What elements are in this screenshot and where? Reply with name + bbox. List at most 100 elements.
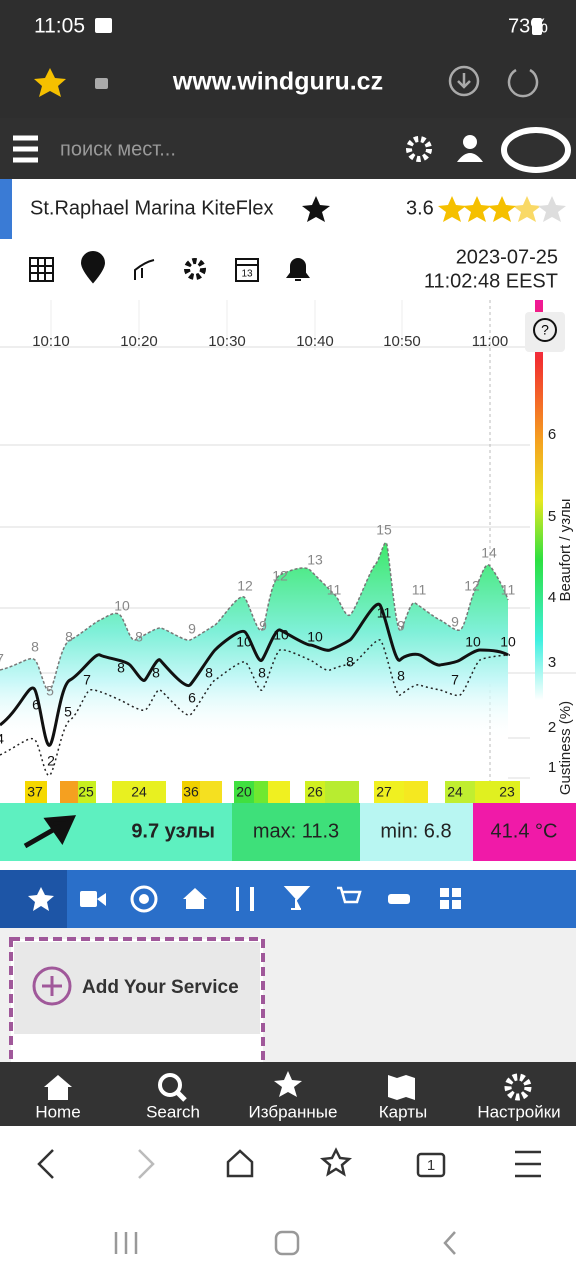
gust-label: 9 [397,618,405,634]
plus [42,976,62,996]
gust-label: 9 [259,618,267,634]
beaufort-scale [535,300,543,700]
date: 2023-07-25 [456,246,558,268]
station-fav[interactable] [302,196,330,222]
toolbar [29,251,310,284]
browser-bar [0,1126,576,1280]
mean-label: 7 [83,672,91,688]
beaufort-tick: 4 [548,589,556,606]
nav-label[interactable]: Избранные [249,1102,338,1121]
gust-label: 11 [501,582,516,598]
beaufort-tick: 5 [548,508,556,525]
search-input[interactable]: поиск мест... [60,138,176,160]
help-button[interactable] [525,312,565,352]
mean-label: 6 [32,697,40,713]
mean-label: 8 [258,665,266,681]
gust-label: 11 [412,582,427,598]
gustiness-cell [305,781,325,803]
gust-label: 15 [376,522,392,538]
time-label: 10:50 [383,333,421,350]
gustiness-cell [60,781,78,803]
gust-label: 12 [237,578,253,594]
gustiness-label: 26 [307,784,323,800]
mean-label: 10 [273,627,289,643]
calendar-day: 13 [241,269,253,280]
speed-box [0,803,232,861]
speed: 9.7 узлы [131,820,215,842]
lull-line [0,639,511,776]
nav-label[interactable]: Search [146,1102,200,1121]
tab-count: 1 [427,1157,435,1174]
gustiness-cell [254,781,268,803]
mean-label: 8 [117,660,125,676]
beaufort-tick: 2 [548,719,556,736]
gustiness-cell [234,781,254,803]
mean-label: 10 [465,634,481,650]
reload-icon[interactable] [507,68,539,98]
help-circle [533,318,557,342]
gustiness-cell [268,781,290,803]
gustiness-cell [200,781,222,803]
top-bar [0,0,576,118]
gustiness-cell [78,781,96,803]
fav-star[interactable] [34,68,66,97]
max-box [232,803,360,861]
gustiness-label: 36 [183,784,199,800]
nav-label[interactable]: Карты [379,1102,427,1121]
beaufort-tick: 1 [548,759,556,776]
service-button[interactable] [14,942,260,1034]
direction-arrow [23,815,77,849]
gust-label: 5 [46,683,54,699]
menu-icon[interactable] [13,135,38,163]
download-icon[interactable] [448,65,480,97]
time-label: 10:30 [208,333,246,350]
temperature: 41.4 °C [491,820,558,842]
mean-label: 10 [500,634,516,650]
mean-label: 8 [397,668,405,684]
gust-label: 8 [31,639,39,655]
time-label: 10:20 [120,333,158,350]
plus-circle [32,966,72,1006]
gustiness-label: 27 [376,784,392,800]
time-label: 10:10 [32,333,70,350]
gustiness-label: 25 [78,784,94,800]
wind-chart: ? Beaufort / узлы Gustiness (%) 10:10 10:… [0,300,576,803]
gust-label: 11 [327,582,342,598]
gustiness-cell [445,781,475,803]
gustiness-cell [325,781,359,803]
gust-axis-label: Gustiness (%) [557,701,574,795]
bottom-nav-icons [44,1071,532,1102]
battery-icon [532,18,542,35]
gust-area [0,542,508,740]
time-label: 10:40 [296,333,334,350]
gustiness-label: 20 [236,784,252,800]
nav-label[interactable]: Настройки [477,1102,560,1121]
mean-label: 10 [236,634,252,650]
temp-box [473,803,576,861]
settings-icon[interactable] [406,136,432,162]
battery: 73% [508,15,548,37]
gustiness-label: 23 [499,784,515,800]
help-text: ? [541,322,549,338]
mean-label: 10 [307,629,323,645]
gust-label: 14 [481,545,497,561]
gustiness-cell [25,781,47,803]
time: 11:02:48 EEST [424,270,558,292]
user-icon[interactable] [463,135,477,149]
logo[interactable] [501,127,571,173]
gust-label: 8 [135,629,143,645]
nav-label[interactable]: Home [35,1102,80,1121]
gust-label: 12 [464,578,480,594]
gust-label: 9 [188,621,196,637]
min: min: 6.8 [380,820,451,842]
gustiness-label: 24 [447,784,463,800]
url[interactable]: www.windguru.cz [172,68,383,96]
gustiness-cell [182,781,200,803]
rating-stars [438,196,566,222]
mean-line [0,602,509,747]
lock-icon [95,78,108,89]
mean-label: 4 [0,731,4,747]
beaufort-tick: 6 [548,426,556,443]
station-name: St.Raphael Marina KiteFlex [30,197,273,219]
